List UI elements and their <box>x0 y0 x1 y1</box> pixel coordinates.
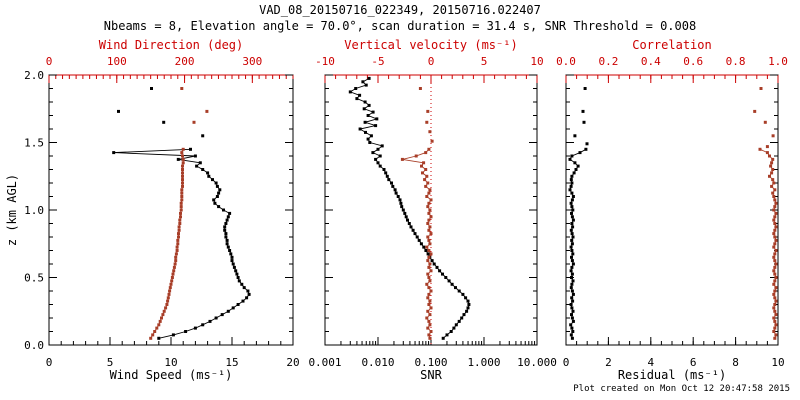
svg-text:1.0: 1.0 <box>768 55 788 68</box>
snr-bottom-axis: 0.001 0.010 0.100 1.000 10.000 <box>308 337 557 369</box>
wind-frame <box>48 74 294 346</box>
wind-top-axis: 0 100 200 300 <box>46 55 294 83</box>
svg-text:2: 2 <box>605 356 612 369</box>
residual-bottom-axis: 0 2 4 6 8 10 <box>563 337 785 369</box>
panel-residual: 0 2 4 6 8 10 0.0 0.2 0.4 0.6 0.8 1.0 <box>556 55 788 369</box>
wind-bottom-axis: 0 5 10 15 20 <box>46 337 300 369</box>
wind-speed-axis-label: Wind Speed (ms⁻¹) <box>109 368 233 382</box>
svg-text:100: 100 <box>107 55 127 68</box>
svg-text:0: 0 <box>46 55 53 68</box>
svg-text:0: 0 <box>563 356 570 369</box>
correlation-axis-label: Correlation <box>632 38 712 52</box>
plot-created-note: Plot created on Mon Oct 12 20:47:58 2015 <box>573 384 790 394</box>
svg-text:0: 0 <box>428 55 435 68</box>
svg-text:0.8: 0.8 <box>726 55 746 68</box>
svg-text:0: 0 <box>46 356 53 369</box>
svg-text:5: 5 <box>481 55 488 68</box>
svg-text:0.001: 0.001 <box>308 356 341 369</box>
residual-frame <box>565 74 779 346</box>
svg-text:-10: -10 <box>315 55 335 68</box>
svg-text:10.000: 10.000 <box>517 356 557 369</box>
series-vertical-velocity <box>400 87 434 340</box>
residual-axis-label: Residual (ms⁻¹) <box>617 368 727 382</box>
snr-y-axis <box>325 74 537 346</box>
svg-text:1.5: 1.5 <box>24 137 44 150</box>
svg-text:200: 200 <box>175 55 195 68</box>
svg-text:6: 6 <box>690 356 697 369</box>
svg-text:0.010: 0.010 <box>361 356 394 369</box>
svg-text:1.0: 1.0 <box>24 204 44 217</box>
svg-text:10: 10 <box>164 356 177 369</box>
svg-text:2.0: 2.0 <box>24 69 44 82</box>
svg-text:5: 5 <box>107 356 114 369</box>
vertical-velocity-axis-label: Vertical velocity (ms⁻¹) <box>344 38 518 52</box>
plot-title: VAD_08_20150716_022349, 20150716.022407 <box>259 3 541 17</box>
svg-text:0.4: 0.4 <box>641 55 661 68</box>
series-correlation <box>753 87 778 340</box>
svg-text:15: 15 <box>225 356 238 369</box>
svg-text:0.0: 0.0 <box>556 55 576 68</box>
svg-text:300: 300 <box>242 55 262 68</box>
svg-text:0.0: 0.0 <box>24 339 44 352</box>
svg-text:0.100: 0.100 <box>414 356 447 369</box>
svg-text:-5: -5 <box>371 55 384 68</box>
snr-axis-label: SNR <box>420 368 442 382</box>
series-wind-speed <box>112 87 251 340</box>
svg-text:8: 8 <box>732 356 739 369</box>
wind-direction-axis-label: Wind Direction (deg) <box>98 38 244 52</box>
svg-text:10: 10 <box>771 356 784 369</box>
panel-snr: 0.001 0.010 0.100 1.000 10.000 -10 -5 0 5 10 <box>308 55 556 369</box>
svg-text:0.2: 0.2 <box>598 55 618 68</box>
svg-text:1.000: 1.000 <box>467 356 500 369</box>
snr-top-axis: -10 -5 0 5 10 <box>315 55 544 83</box>
residual-top-axis: 0.0 0.2 0.4 0.6 0.8 1.0 <box>556 55 788 83</box>
wind-y-axis: 0.0 0.5 1.0 1.5 2.0 <box>24 69 293 352</box>
residual-y-axis <box>566 74 778 346</box>
series-residual <box>568 87 589 340</box>
plot-subtitle: Nbeams = 8, Elevation angle = 70.0°, sca… <box>103 19 697 33</box>
series-wind-direction <box>149 87 209 340</box>
series-snr <box>348 76 471 340</box>
svg-text:10: 10 <box>530 55 543 68</box>
svg-text:4: 4 <box>647 356 654 369</box>
svg-text:20: 20 <box>286 356 299 369</box>
svg-text:0.5: 0.5 <box>24 272 44 285</box>
svg-text:0.6: 0.6 <box>683 55 703 68</box>
